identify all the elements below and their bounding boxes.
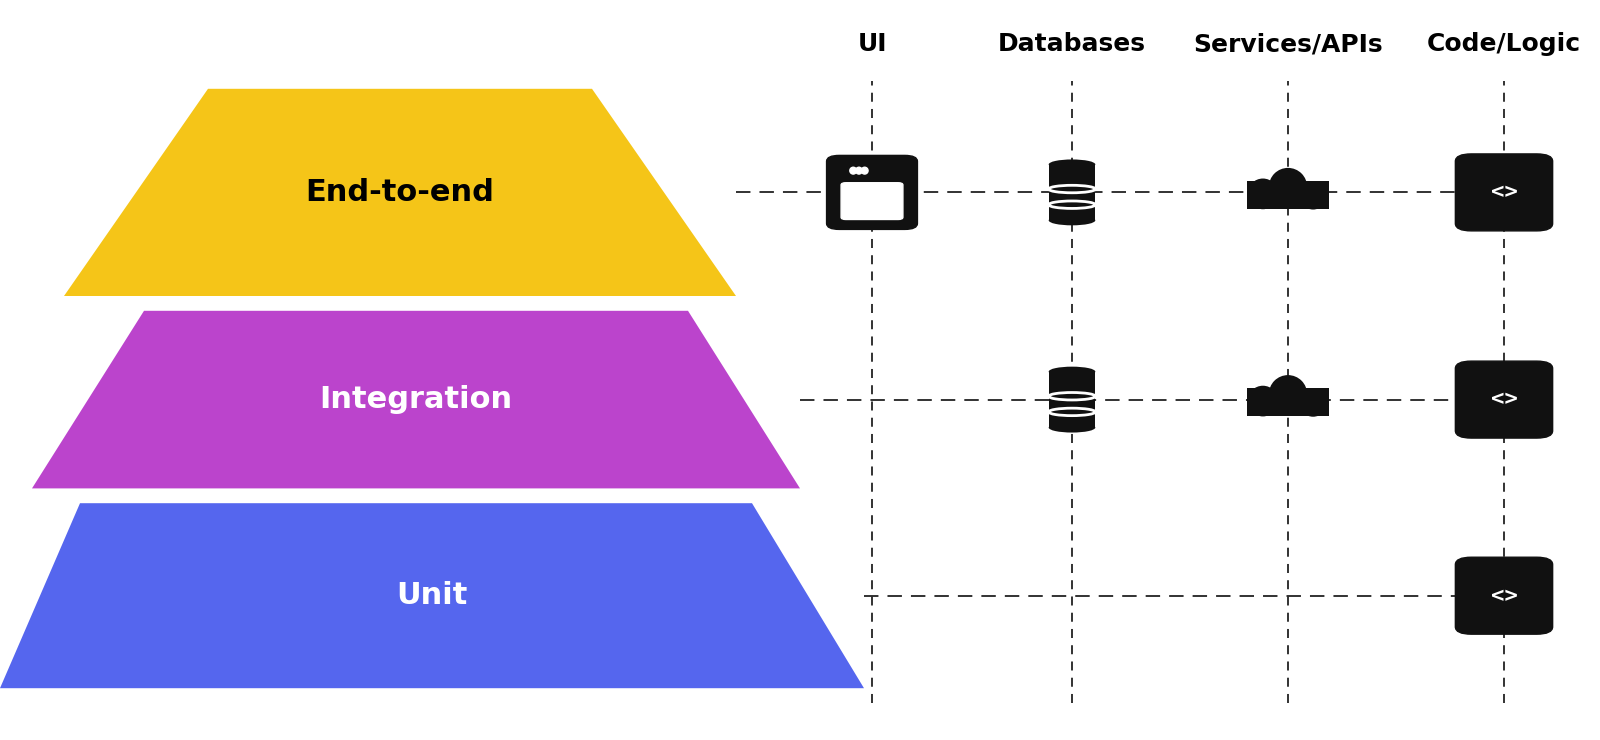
Ellipse shape	[1048, 215, 1096, 226]
Text: Services/APIs: Services/APIs	[1194, 33, 1382, 56]
Bar	[1246, 181, 1330, 195]
FancyBboxPatch shape	[1456, 361, 1552, 438]
Text: Code/Logic: Code/Logic	[1427, 33, 1581, 56]
Text: End-to-end: End-to-end	[306, 178, 494, 207]
Polygon shape	[0, 503, 864, 688]
Ellipse shape	[1048, 366, 1096, 377]
Ellipse shape	[1048, 159, 1096, 169]
FancyBboxPatch shape	[827, 155, 917, 229]
FancyBboxPatch shape	[1456, 557, 1552, 634]
Ellipse shape	[1299, 181, 1328, 209]
Bar	[1246, 388, 1330, 403]
Ellipse shape	[856, 167, 862, 174]
Text: <>: <>	[1491, 182, 1517, 203]
Bar	[1246, 194, 1330, 209]
FancyBboxPatch shape	[1456, 154, 1552, 231]
Ellipse shape	[861, 167, 869, 174]
Text: UI: UI	[858, 33, 886, 56]
Ellipse shape	[1248, 386, 1278, 417]
Text: <>: <>	[1491, 389, 1517, 410]
Text: <>: <>	[1491, 585, 1517, 606]
Ellipse shape	[1299, 388, 1328, 417]
Text: Databases: Databases	[998, 33, 1146, 56]
Ellipse shape	[1248, 178, 1278, 209]
Text: Integration: Integration	[320, 385, 512, 414]
FancyBboxPatch shape	[842, 183, 902, 220]
Text: Unit: Unit	[397, 581, 467, 610]
Ellipse shape	[1048, 423, 1096, 433]
Ellipse shape	[1269, 375, 1307, 414]
Bar	[1246, 401, 1330, 416]
Bar	[1048, 371, 1096, 428]
Ellipse shape	[850, 167, 856, 174]
Polygon shape	[32, 311, 800, 488]
Polygon shape	[64, 89, 736, 296]
Bar	[1048, 164, 1096, 221]
Ellipse shape	[1269, 168, 1307, 206]
